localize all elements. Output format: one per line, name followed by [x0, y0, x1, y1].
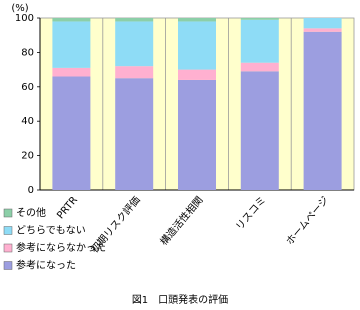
- x-tick-label: 構造活性相関: [157, 194, 206, 248]
- bar-segment: [52, 67, 91, 77]
- y-tick-label: 20: [21, 151, 34, 162]
- y-axis-label: (%): [11, 3, 28, 14]
- legend-swatch: [3, 243, 13, 253]
- y-tick-label: 0: [28, 185, 34, 196]
- caption: 図1 口頭発表の評価: [132, 293, 228, 306]
- bar-segment: [52, 76, 91, 190]
- bar-segment: [178, 79, 216, 190]
- legend-swatch: [3, 261, 13, 270]
- x-tick-label: ホームページ: [284, 194, 331, 247]
- legend-label: 参考になった: [16, 259, 76, 272]
- bar-segment: [240, 62, 279, 72]
- bar-segment: [240, 71, 279, 190]
- x-tick-label: リスコミ: [234, 195, 268, 233]
- legend-label: どちらでもない: [16, 225, 86, 237]
- legend-swatch: [3, 226, 13, 235]
- bar-segment: [240, 19, 279, 63]
- bar-segment: [178, 69, 216, 80]
- bar-segment: [52, 18, 91, 22]
- bar-segment: [52, 21, 91, 68]
- bar-segment: [303, 28, 342, 32]
- bar-segment: [115, 66, 154, 79]
- bar-segment: [178, 18, 216, 22]
- y-tick-label: 40: [21, 116, 34, 127]
- legend-label: その他: [16, 206, 46, 219]
- bar-segment: [115, 18, 154, 22]
- bar-segment: [240, 18, 279, 20]
- bar-segment: [115, 78, 154, 190]
- legend-label: 参考にならなかった: [16, 241, 106, 254]
- y-tick-label: 100: [15, 13, 34, 24]
- bar-segment: [303, 31, 342, 191]
- bar-segment: [303, 18, 342, 29]
- legend-swatch: [3, 208, 13, 218]
- x-tick-label: PRTR: [55, 195, 80, 221]
- bar-segment: [115, 21, 154, 67]
- bar-segment: [178, 21, 216, 70]
- y-tick-label: 60: [21, 82, 34, 93]
- y-tick-label: 80: [21, 47, 34, 58]
